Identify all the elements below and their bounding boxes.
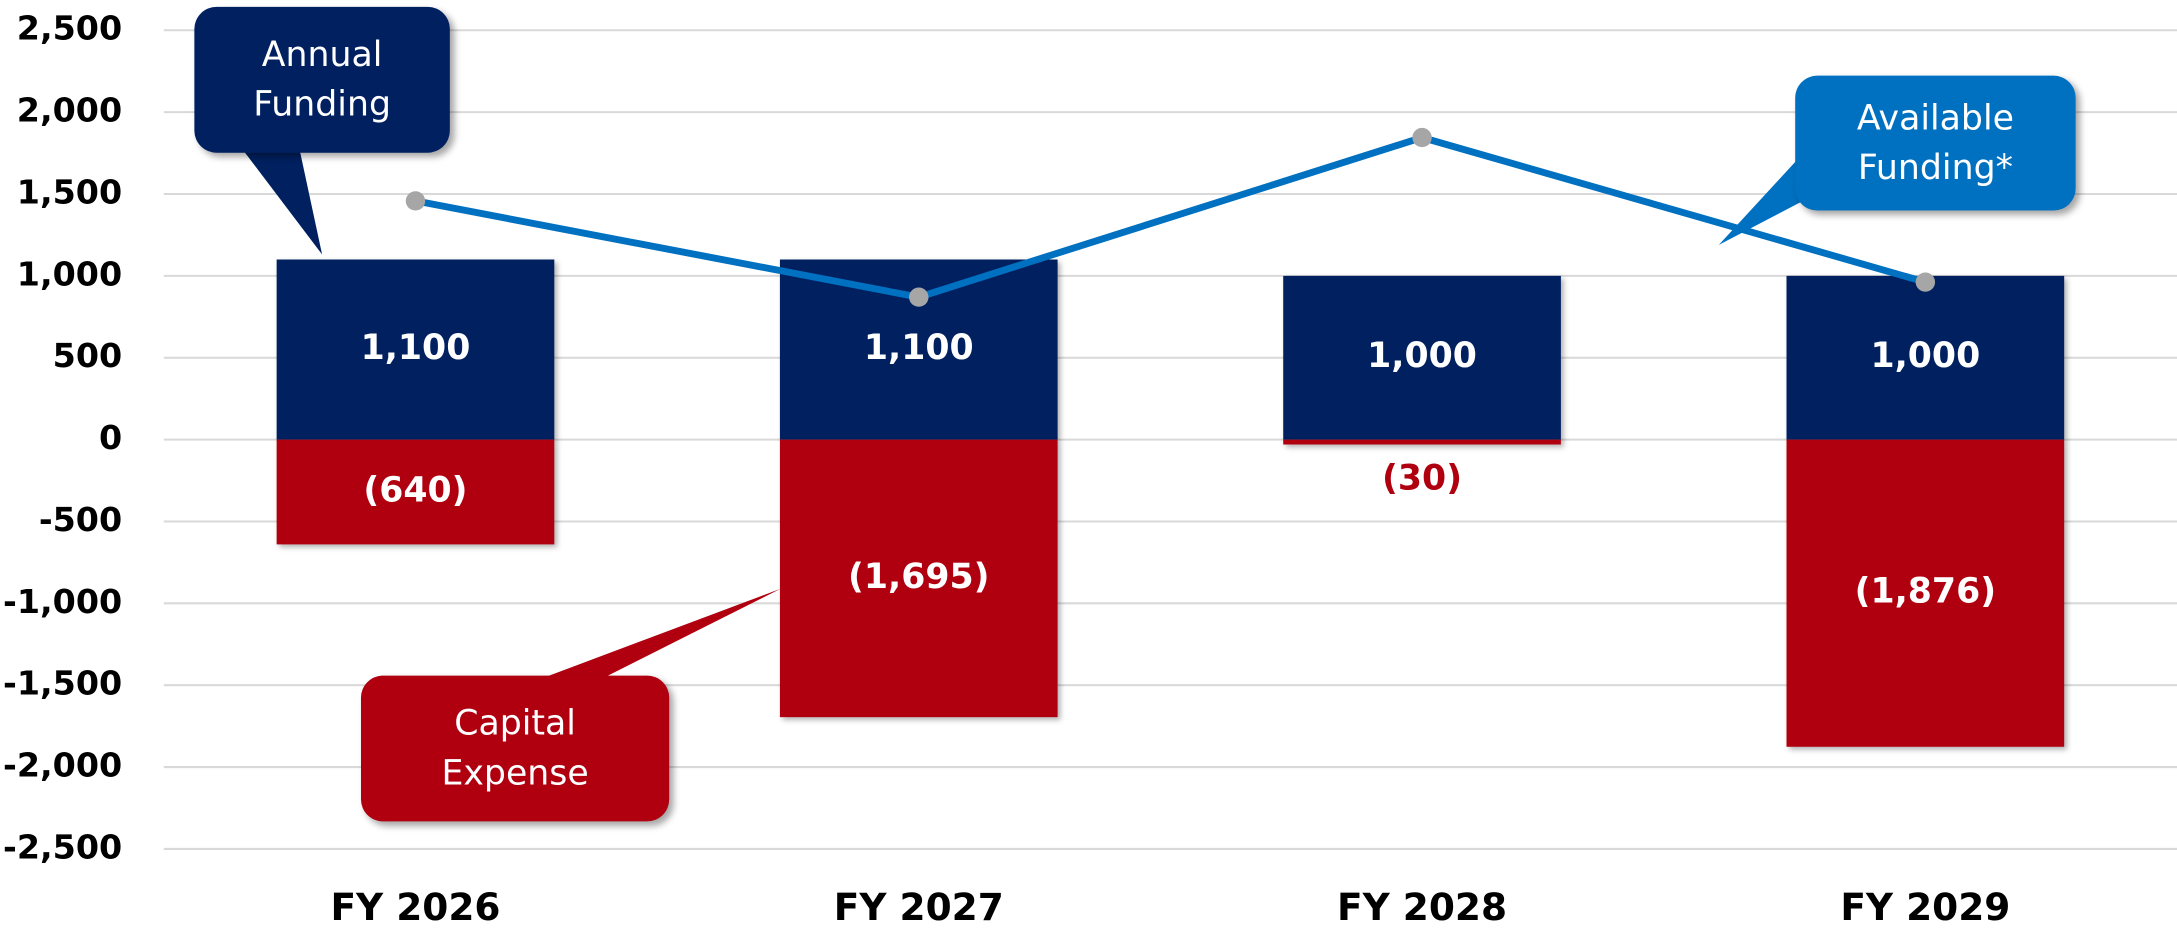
y-tick-label: -2,500 (3, 828, 122, 867)
y-tick-label: 2,500 (17, 9, 122, 48)
callout: Annual Funding (194, 6, 450, 153)
data-label: 1,100 (864, 328, 974, 368)
marker (405, 191, 426, 211)
y-tick-label: -2,000 (3, 746, 122, 785)
callout: Capital Expense (360, 675, 670, 822)
marker (1412, 127, 1432, 148)
bar (779, 439, 1058, 718)
data-label: 1,000 (1367, 336, 1477, 376)
bar (1786, 439, 2065, 747)
line (414, 133, 1927, 301)
y-tick-label: 2,000 (17, 91, 122, 130)
callout-tail (534, 588, 781, 682)
x-tick-label: FY 2027 (834, 885, 1004, 929)
data-label: 1,100 (361, 328, 471, 368)
bar (276, 439, 555, 545)
callout-tail (238, 144, 323, 255)
x-tick-label: FY 2028 (1337, 885, 1507, 929)
bar (276, 259, 555, 440)
data-label: 1,000 (1870, 336, 1980, 376)
bar (1283, 439, 1561, 445)
marker (1915, 272, 1936, 292)
bar (1283, 275, 1561, 440)
data-label: (30) (1382, 459, 1462, 499)
y-tick-label: 500 (53, 336, 123, 375)
y-tick-label: 1,000 (17, 254, 122, 293)
y-tick-label: -500 (39, 500, 122, 539)
x-tick-label: FY 2026 (330, 885, 500, 929)
bar (1786, 275, 2065, 440)
data-label: (1,876) (1855, 572, 1996, 612)
y-tick-label: 1,500 (17, 173, 122, 212)
y-tick-label: 0 (99, 418, 122, 457)
x-tick-label: FY 2029 (1840, 885, 2010, 929)
callout: Available Funding* (1795, 75, 2076, 211)
y-tick-label: -1,500 (3, 664, 122, 703)
marker (909, 287, 929, 307)
data-label: (1,695) (848, 557, 989, 597)
data-label: (640) (363, 471, 467, 511)
y-tick-label: -1,000 (3, 582, 122, 621)
callout-tail (1718, 151, 1819, 245)
